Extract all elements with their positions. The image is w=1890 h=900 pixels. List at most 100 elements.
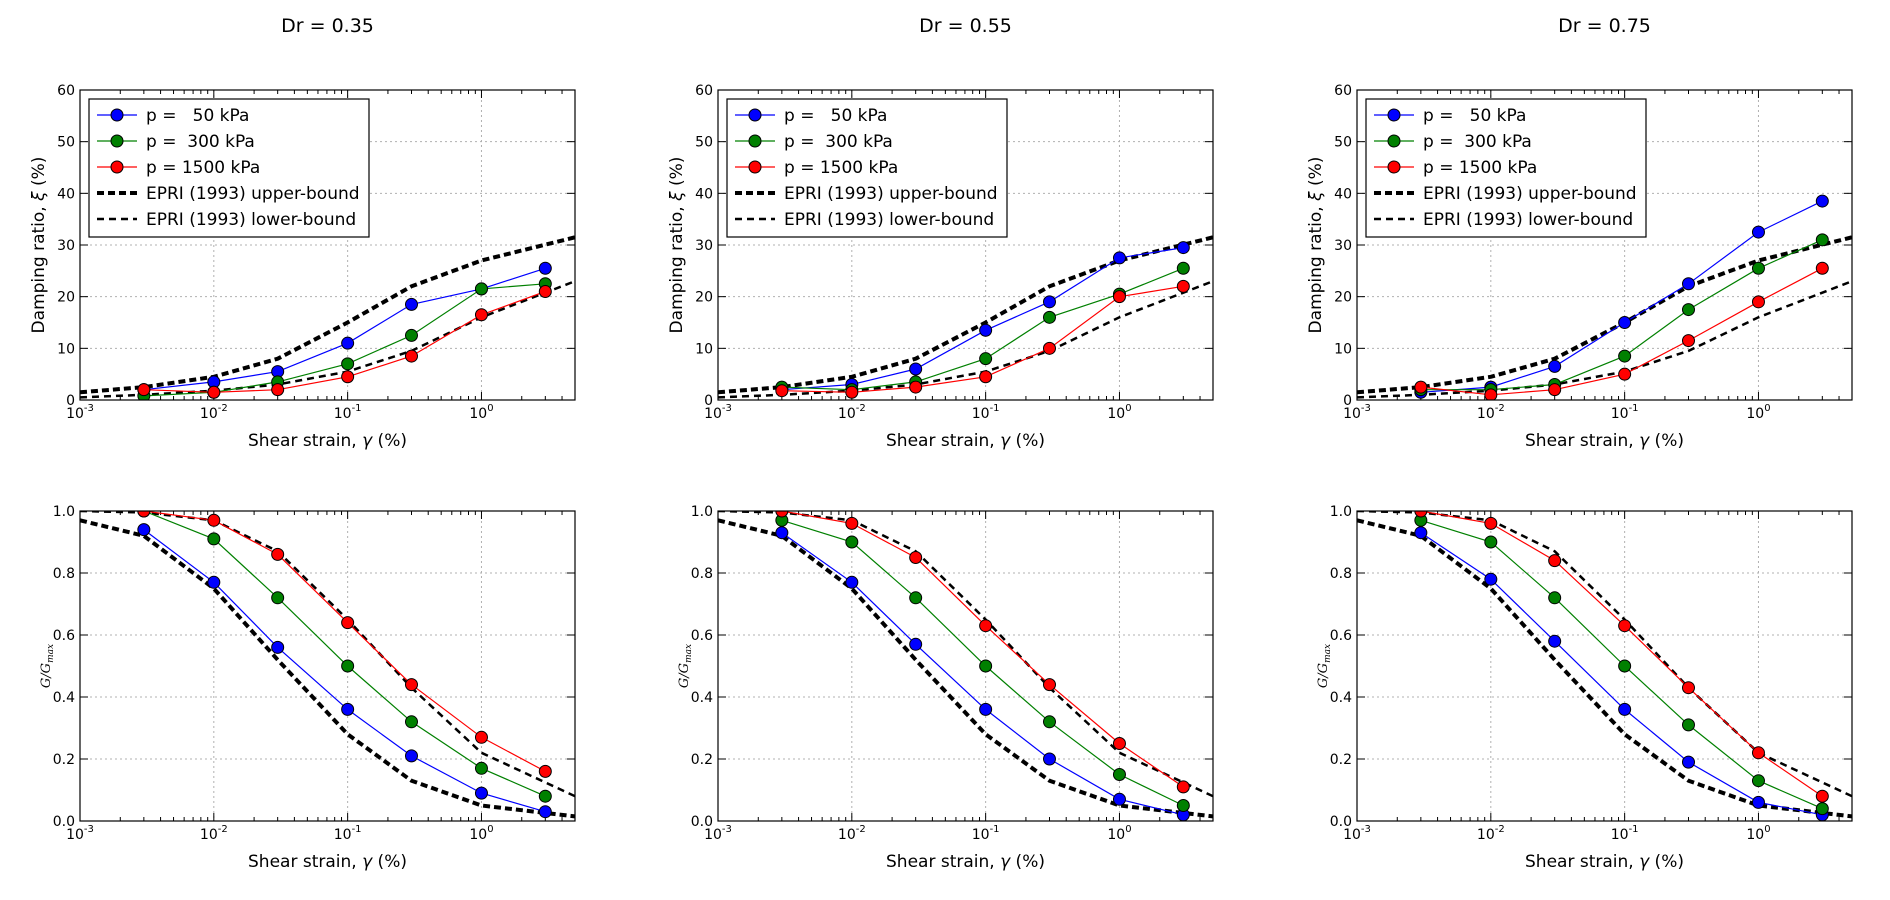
x-tick-label: 10-3 bbox=[66, 824, 94, 843]
subplot-modulus-1: 10-3 10-2 10-1 100 0.0 0.2 0.4 0.6 0.8 1.0 Shear s… bbox=[39, 504, 576, 872]
data-point-p50 bbox=[207, 575, 221, 589]
x-tick-label: 10-2 bbox=[1477, 824, 1505, 843]
data-point-p1500 bbox=[1815, 261, 1829, 275]
data-point-p1500 bbox=[979, 370, 993, 384]
y-axis-label: Damping ratio, ξ (%) bbox=[667, 157, 687, 334]
x-axis-label: Shear strain, γ (%) bbox=[1525, 852, 1684, 872]
y-tick-label: 0.2 bbox=[53, 752, 75, 768]
data-point-p300 bbox=[341, 357, 355, 371]
data-point-p300 bbox=[341, 659, 355, 673]
legend: p = 50 kPa p = 300 kPa p = 1500 kPa EPRI (1… bbox=[88, 98, 370, 238]
data-point-p300 bbox=[474, 282, 488, 296]
y-axis-label: G/Gmax bbox=[39, 644, 56, 688]
legend-marker bbox=[1387, 160, 1401, 174]
data-point-p1500 bbox=[1042, 678, 1056, 692]
data-layer bbox=[718, 235, 1213, 399]
y-tick-label: 10 bbox=[57, 341, 75, 357]
y-axis-label: G/Gmax bbox=[1316, 644, 1333, 688]
epri-upper-bound-line bbox=[80, 518, 575, 819]
data-point-p1500 bbox=[979, 619, 993, 633]
y-tick-label: 50 bbox=[57, 135, 75, 151]
data-point-p50 bbox=[137, 523, 151, 537]
legend-marker bbox=[748, 134, 762, 148]
legend: p = 50 kPa p = 300 kPa p = 1500 kPa EPRI (1… bbox=[726, 98, 1008, 238]
data-point-p50 bbox=[1112, 251, 1126, 265]
plot-area bbox=[1357, 511, 1852, 821]
data-point-p50 bbox=[1751, 795, 1765, 809]
y-tick-label: 0.0 bbox=[1330, 814, 1352, 830]
data-point-p1500 bbox=[1815, 789, 1829, 803]
y-tick-label: 30 bbox=[695, 238, 713, 254]
x-tick-label: 100 bbox=[469, 403, 493, 422]
epri-upper-bound-line bbox=[1357, 518, 1852, 819]
data-point-p50 bbox=[404, 749, 418, 763]
data-point-p300 bbox=[271, 591, 285, 605]
data-point-p1500 bbox=[404, 349, 418, 363]
x-tick-label: 10-3 bbox=[66, 403, 94, 422]
legend-label: EPRI (1993) lower-bound bbox=[146, 210, 356, 230]
data-point-p50 bbox=[538, 261, 552, 275]
y-tick-label: 0.6 bbox=[691, 628, 713, 644]
y-tick-label: 0.4 bbox=[1330, 690, 1352, 706]
y-tick-label: 0.8 bbox=[53, 566, 75, 582]
y-tick-label: 10 bbox=[1334, 341, 1352, 357]
data-point-p1500 bbox=[845, 516, 859, 530]
subplot-damping-2: 10-3 10-2 10-1 100 0 10 20 30 40 50 60 Shear strain… bbox=[667, 15, 1214, 451]
data-point-p1500 bbox=[1751, 295, 1765, 309]
data-point-p1500 bbox=[1618, 367, 1632, 381]
x-tick-label: 100 bbox=[1107, 824, 1131, 843]
data-point-p50 bbox=[909, 362, 923, 376]
data-point-p300 bbox=[1815, 233, 1829, 247]
legend-marker bbox=[748, 108, 762, 122]
legend: p = 50 kPa p = 300 kPa p = 1500 kPa EPRI (1… bbox=[1365, 98, 1647, 238]
legend-label: p = 300 kPa bbox=[784, 132, 893, 152]
legend-label: p = 50 kPa bbox=[784, 106, 887, 126]
data-point-p1500 bbox=[474, 730, 488, 744]
data-point-p50 bbox=[845, 575, 859, 589]
data-point-p50 bbox=[1548, 634, 1562, 648]
y-tick-label: 0.8 bbox=[1330, 566, 1352, 582]
data-point-p50 bbox=[1815, 194, 1829, 208]
data-point-p50 bbox=[1484, 572, 1498, 586]
y-tick-label: 0.2 bbox=[691, 752, 713, 768]
epri-lower-bound-line bbox=[718, 511, 1213, 798]
data-point-p1500 bbox=[845, 385, 859, 399]
data-point-p50 bbox=[1112, 792, 1126, 806]
data-point-p300 bbox=[1484, 535, 1498, 549]
data-point-p1500 bbox=[538, 285, 552, 298]
data-point-p50 bbox=[775, 526, 789, 540]
data-point-p50 bbox=[404, 297, 418, 311]
legend-label: p = 1500 kPa bbox=[784, 158, 898, 178]
x-tick-label: 10-3 bbox=[1343, 403, 1371, 422]
y-tick-label: 50 bbox=[695, 135, 713, 151]
data-point-p1500 bbox=[1176, 780, 1190, 794]
x-tick-label: 10-1 bbox=[972, 403, 1000, 422]
y-tick-label: 40 bbox=[57, 186, 75, 202]
x-axis-label: Shear strain, γ (%) bbox=[248, 431, 407, 451]
data-point-p300 bbox=[1548, 591, 1562, 605]
data-point-p50 bbox=[271, 640, 285, 654]
data-point-p50 bbox=[1176, 241, 1190, 255]
data-point-p300 bbox=[1042, 715, 1056, 729]
data-point-p50 bbox=[1618, 316, 1632, 329]
y-tick-label: 0.8 bbox=[691, 566, 713, 582]
x-tick-label: 10-1 bbox=[334, 824, 362, 843]
y-tick-label: 60 bbox=[695, 83, 713, 99]
legend-box bbox=[1365, 98, 1647, 238]
legend-box bbox=[88, 98, 370, 238]
subplot-modulus-2: 10-3 10-2 10-1 100 0.0 0.2 0.4 0.6 0.8 1.0 Shear s… bbox=[677, 504, 1214, 872]
data-point-p300 bbox=[909, 591, 923, 605]
legend-marker bbox=[110, 134, 124, 148]
plot-frame bbox=[717, 89, 1214, 401]
x-axis-label: Shear strain, γ (%) bbox=[1525, 431, 1684, 451]
legend-label: p = 1500 kPa bbox=[1423, 158, 1537, 178]
data-point-p300 bbox=[1618, 349, 1632, 363]
legend-marker bbox=[1387, 134, 1401, 148]
data-point-p1500 bbox=[1112, 290, 1126, 304]
y-tick-label: 1.0 bbox=[1330, 504, 1352, 520]
legend-marker bbox=[1387, 108, 1401, 122]
legend-marker bbox=[748, 160, 762, 174]
y-axis-label: Damping ratio, ξ (%) bbox=[29, 157, 49, 334]
data-point-p1500 bbox=[137, 511, 151, 518]
